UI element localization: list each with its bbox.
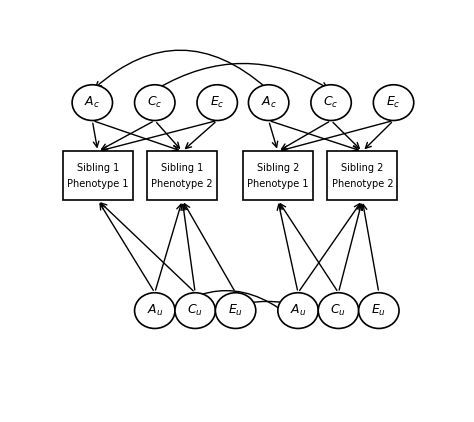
Text: $A_{u}$: $A_{u}$	[146, 303, 163, 318]
Text: $A_{c}$: $A_{c}$	[84, 95, 100, 110]
Circle shape	[135, 293, 175, 328]
FancyBboxPatch shape	[147, 151, 217, 200]
Text: $E_{c}$: $E_{c}$	[210, 95, 225, 110]
Text: $E_{u}$: $E_{u}$	[371, 303, 386, 318]
Text: Sibling 1: Sibling 1	[77, 162, 119, 173]
FancyBboxPatch shape	[243, 151, 313, 200]
Text: Sibling 2: Sibling 2	[341, 162, 383, 173]
Text: $E_{u}$: $E_{u}$	[228, 303, 243, 318]
Text: $C_{u}$: $C_{u}$	[330, 303, 346, 318]
Circle shape	[374, 85, 414, 121]
Text: $A_{u}$: $A_{u}$	[290, 303, 306, 318]
Circle shape	[135, 85, 175, 121]
Text: $A_{c}$: $A_{c}$	[261, 95, 277, 110]
Circle shape	[197, 85, 237, 121]
Circle shape	[278, 293, 318, 328]
Text: Phenotype 1: Phenotype 1	[247, 179, 309, 189]
Text: $E_{c}$: $E_{c}$	[386, 95, 401, 110]
Text: $C_{c}$: $C_{c}$	[147, 95, 163, 110]
Text: Sibling 2: Sibling 2	[256, 162, 299, 173]
Circle shape	[215, 293, 256, 328]
Circle shape	[318, 293, 359, 328]
FancyBboxPatch shape	[63, 151, 133, 200]
Text: Phenotype 2: Phenotype 2	[331, 179, 393, 189]
Circle shape	[175, 293, 215, 328]
Circle shape	[311, 85, 351, 121]
Text: Phenotype 1: Phenotype 1	[67, 179, 128, 189]
Text: $C_{c}$: $C_{c}$	[323, 95, 339, 110]
FancyBboxPatch shape	[328, 151, 397, 200]
Text: $C_{u}$: $C_{u}$	[187, 303, 203, 318]
Text: Phenotype 2: Phenotype 2	[152, 179, 213, 189]
Circle shape	[248, 85, 289, 121]
Circle shape	[359, 293, 399, 328]
Circle shape	[72, 85, 112, 121]
Text: Sibling 1: Sibling 1	[161, 162, 203, 173]
